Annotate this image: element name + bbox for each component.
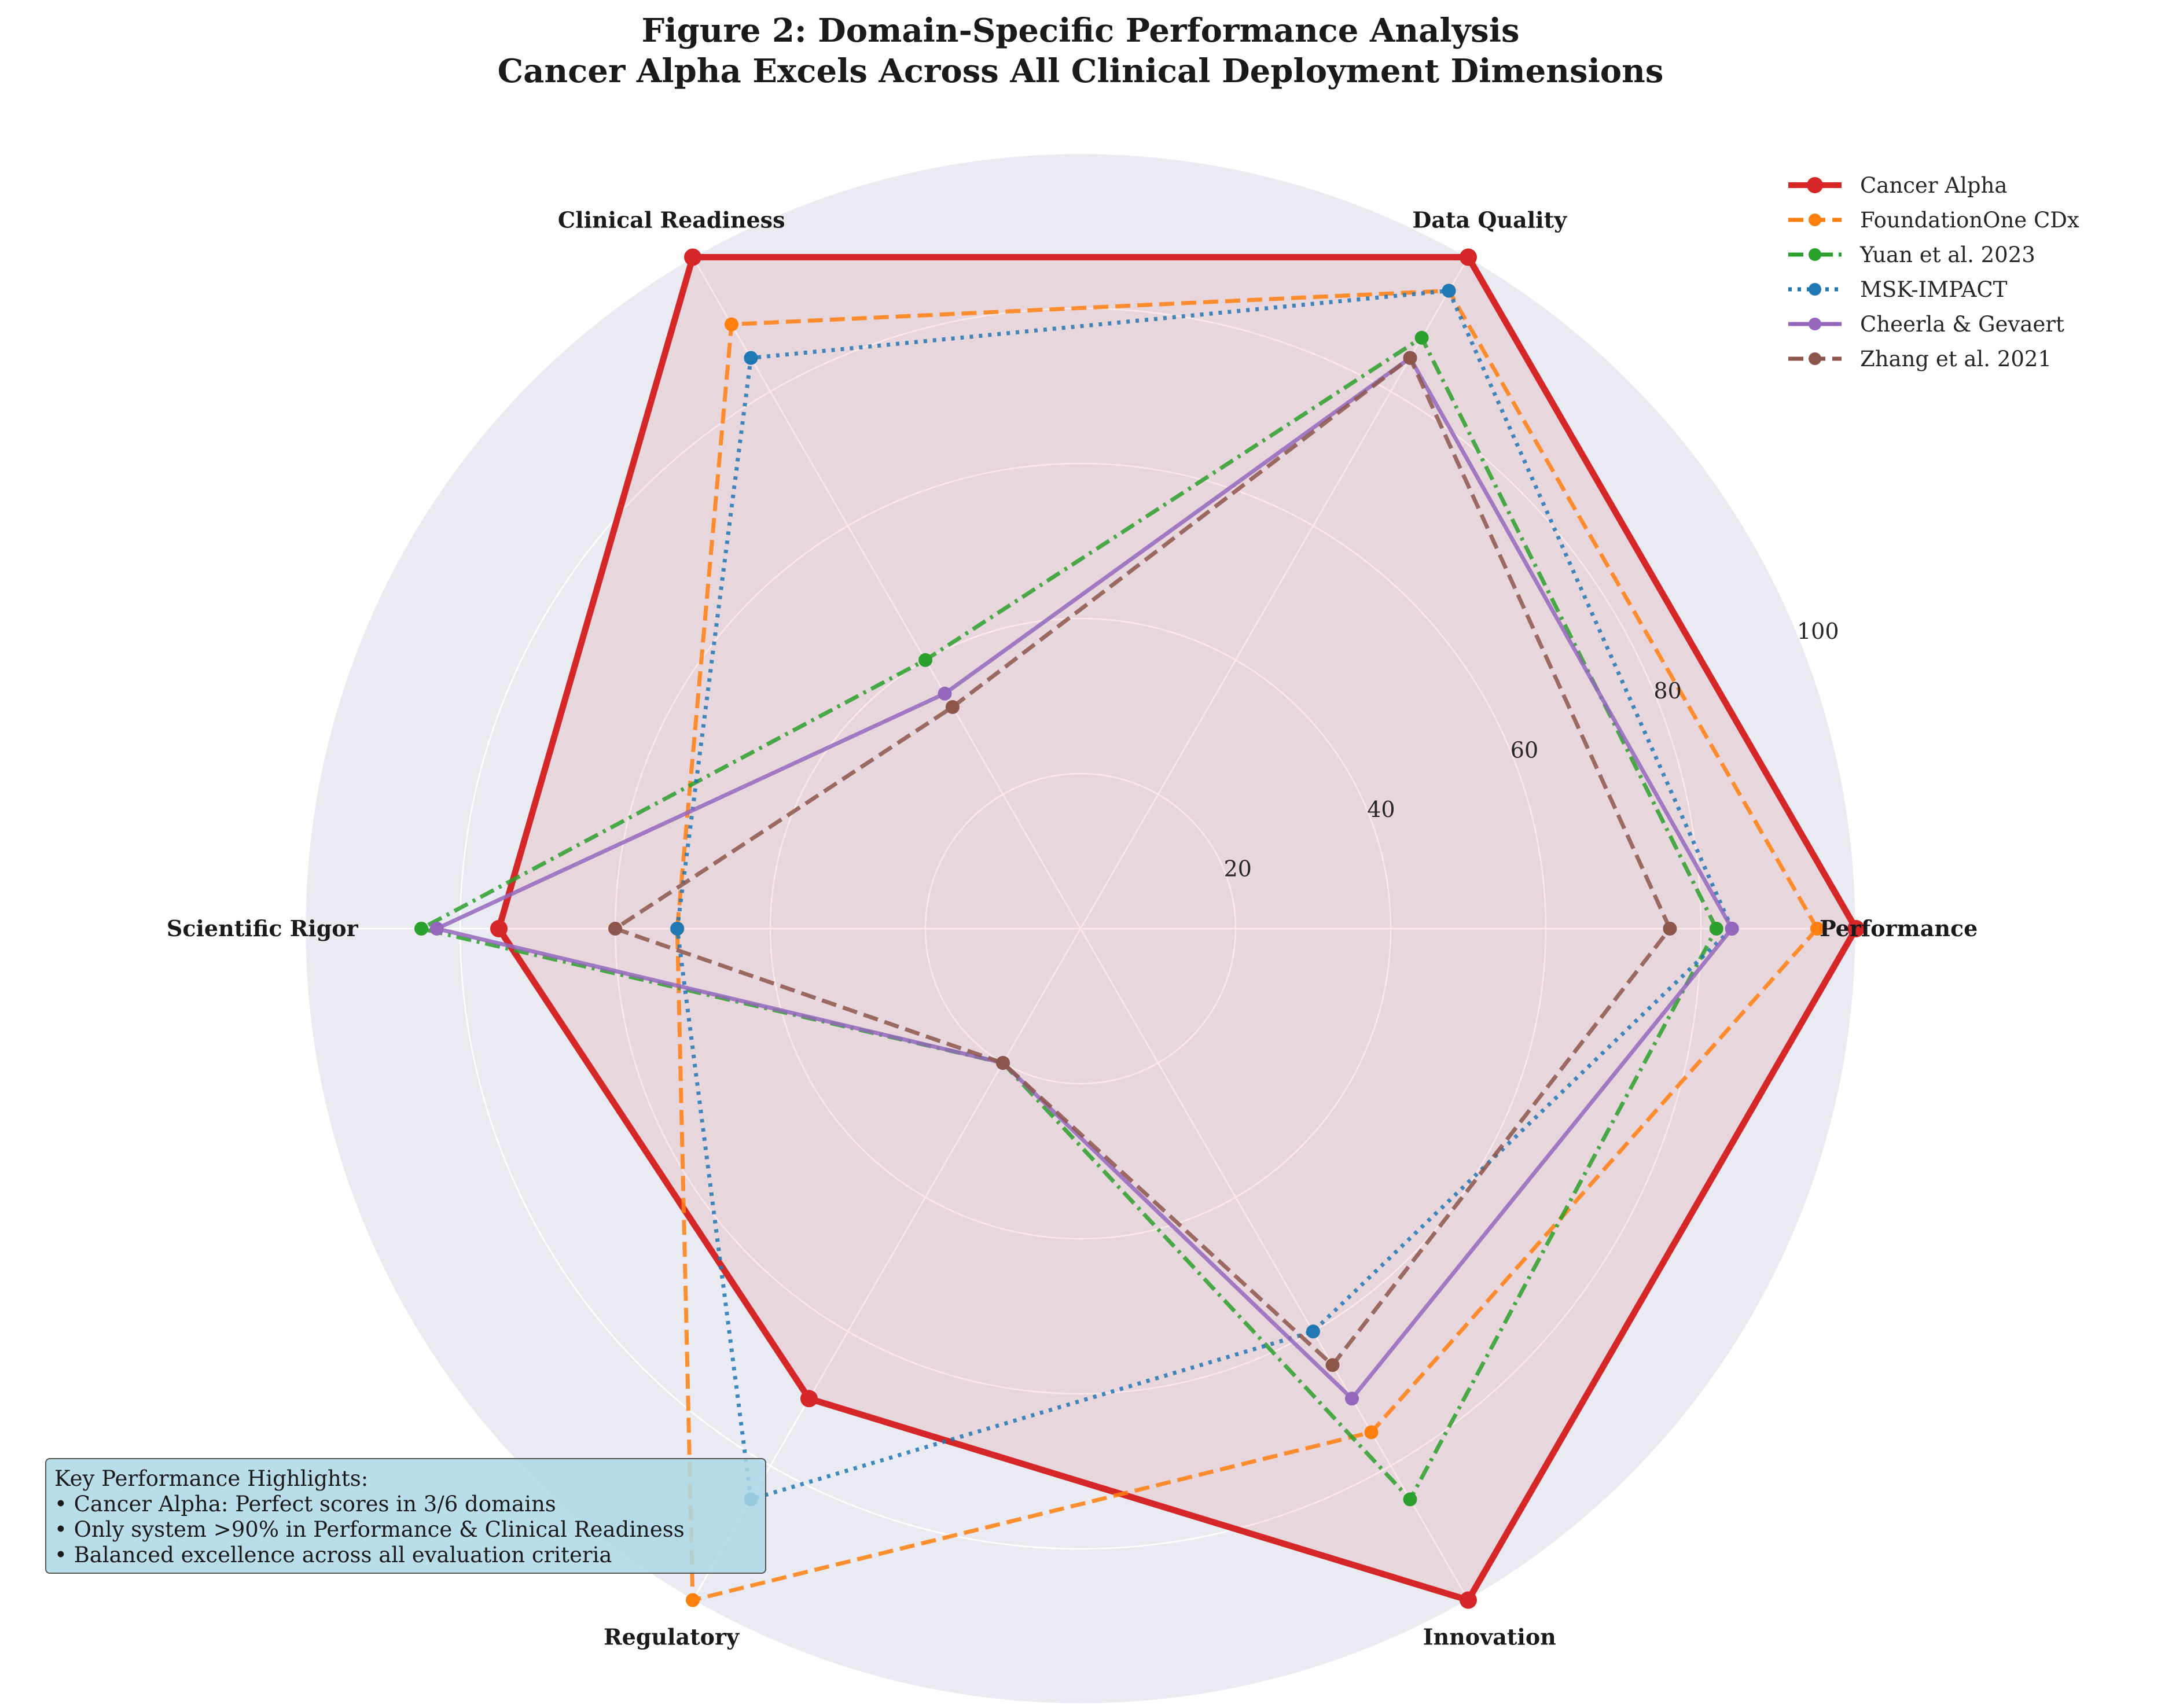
tick-label: 20 — [1224, 856, 1252, 881]
axis-label: Innovation — [1423, 1624, 1556, 1650]
axis-labels: Performance Data Quality Clinical Readines… — [167, 207, 1978, 1650]
data-point — [1460, 248, 1477, 266]
data-point — [918, 653, 932, 667]
chart-title-line2: Cancer Alpha Excels Across All Clinical … — [498, 52, 1664, 90]
highlights-title: Key Performance Highlights: — [54, 1466, 369, 1491]
axis-label: Clinical Readiness — [558, 207, 785, 233]
axis-label: Data Quality — [1412, 207, 1567, 233]
data-point — [429, 922, 444, 936]
legend-marker — [1809, 283, 1821, 296]
tick-label: 100 — [1797, 619, 1839, 644]
legend-entry: Zhang et al. 2021 — [1860, 347, 2052, 371]
legend-marker — [1809, 214, 1821, 226]
legend-entry: Yuan et al. 2023 — [1859, 242, 2035, 267]
legend-entry: Cancer Alpha — [1860, 173, 2007, 198]
data-point — [1709, 922, 1723, 936]
data-point — [1442, 284, 1456, 298]
highlight-item: • Cancer Alpha: Perfect scores in 3/6 do… — [54, 1492, 556, 1516]
data-point — [1847, 920, 1865, 937]
legend-entry: Cheerla & Gevaert — [1860, 312, 2064, 337]
data-point — [1460, 1591, 1477, 1609]
data-point — [1345, 1392, 1359, 1406]
data-point — [1364, 1425, 1379, 1440]
data-point — [945, 700, 960, 714]
axis-label: Regulatory — [604, 1624, 740, 1650]
data-point — [608, 922, 622, 936]
data-point — [1810, 922, 1824, 936]
grid-spoke — [1079, 256, 1469, 929]
legend-entry: MSK-IMPACT — [1860, 277, 2008, 302]
tick-label: 80 — [1653, 678, 1681, 704]
data-point — [414, 922, 428, 936]
highlight-item: • Only system >90% in Performance & Clin… — [54, 1517, 685, 1542]
grid-spoke — [1079, 928, 1469, 1601]
legend-marker — [1807, 177, 1823, 193]
series-fill — [499, 257, 1856, 1600]
legend-entry: FoundationOne CDx — [1860, 208, 2079, 233]
data-point — [1403, 1492, 1417, 1507]
data-point — [800, 1390, 818, 1408]
highlights-box: Key Performance Highlights: • Cancer Alp… — [45, 1458, 766, 1574]
series-zhang-et-al-2021 — [608, 351, 1677, 1372]
data-point — [684, 248, 701, 266]
data-point — [1306, 1324, 1320, 1339]
data-point — [490, 920, 508, 937]
axis-label: Performance — [1820, 915, 1978, 941]
chart-title-line1: Figure 2: Domain-Specific Performance An… — [641, 12, 1519, 50]
grid-spoke — [692, 256, 1082, 929]
data-point — [938, 686, 952, 701]
data-point — [670, 922, 685, 936]
data-point — [725, 317, 738, 332]
data-point — [686, 1593, 700, 1607]
data-point — [744, 351, 758, 365]
series-cancer-alpha — [490, 248, 1865, 1609]
data-point — [1403, 351, 1417, 365]
data-point — [1663, 922, 1677, 936]
series-layer — [414, 248, 1865, 1609]
tick-labels: 20 40 60 80 100 — [1224, 619, 1839, 881]
legend: Cancer Alpha FoundationOne CDx Yuan et al.… — [1788, 173, 2079, 371]
axis-label: Scientific Rigor — [167, 915, 359, 941]
legend-marker — [1809, 352, 1821, 365]
highlight-item: • Balanced excellence across all evaluat… — [54, 1543, 612, 1567]
legend-marker — [1809, 318, 1821, 330]
tick-label: 60 — [1511, 737, 1538, 763]
data-point — [996, 1056, 1010, 1070]
data-point — [1325, 1358, 1340, 1372]
data-point — [1725, 922, 1739, 936]
legend-marker — [1809, 248, 1821, 261]
data-point — [1414, 330, 1429, 345]
tick-label: 40 — [1367, 797, 1395, 822]
